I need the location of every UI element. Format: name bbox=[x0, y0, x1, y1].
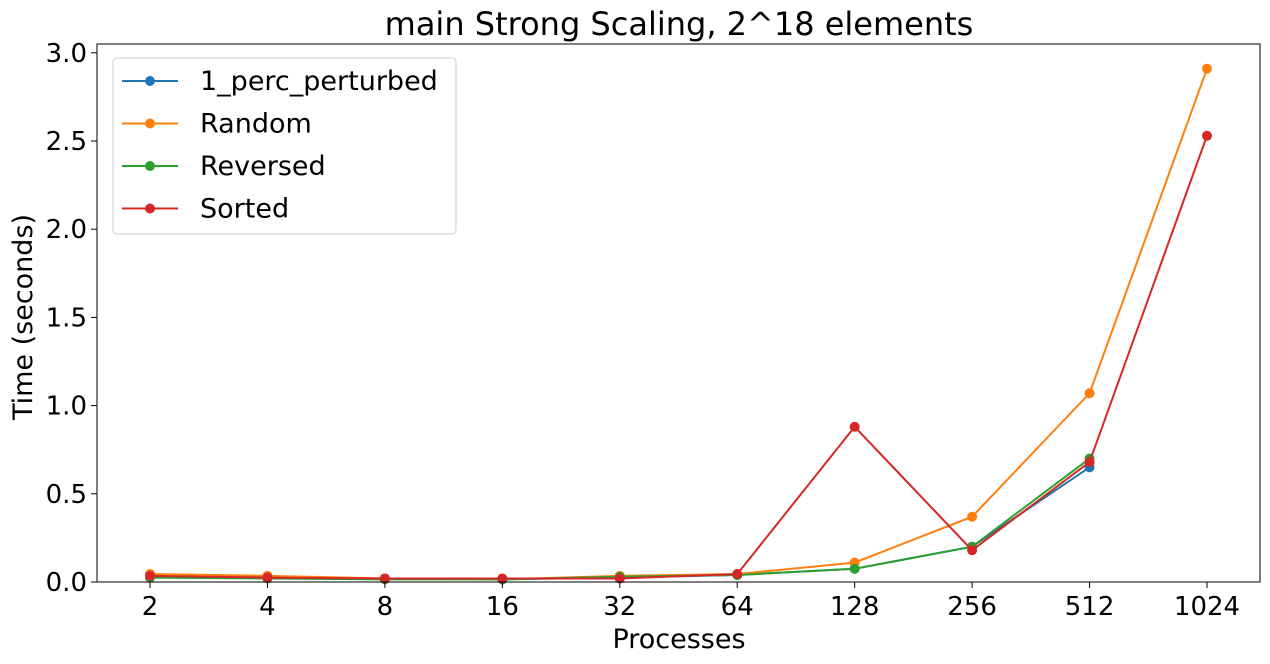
y-axis-label: Time (seconds) bbox=[8, 214, 39, 421]
data-point bbox=[967, 545, 978, 556]
legend-marker bbox=[145, 161, 155, 171]
series-reversed bbox=[145, 453, 1095, 585]
series-1-perc-perturbed bbox=[145, 462, 1095, 585]
y-tick-label: 0.0 bbox=[46, 568, 87, 598]
x-tick-label: 8 bbox=[377, 592, 394, 622]
data-point bbox=[497, 573, 508, 584]
series-sorted bbox=[145, 130, 1212, 584]
y-tick-label: 2.0 bbox=[46, 215, 87, 245]
series-line bbox=[149, 457, 1091, 581]
data-point bbox=[1084, 457, 1095, 468]
x-tick-label: 4 bbox=[259, 592, 276, 622]
data-point bbox=[1084, 388, 1095, 399]
x-tick-label: 16 bbox=[486, 592, 519, 622]
data-point bbox=[967, 511, 978, 522]
data-point bbox=[262, 572, 273, 583]
y-tick-label: 2.5 bbox=[46, 127, 87, 157]
data-point bbox=[1202, 130, 1212, 141]
series-line bbox=[149, 135, 1208, 580]
x-tick-label: 128 bbox=[830, 592, 880, 622]
x-tick-label: 256 bbox=[947, 592, 997, 622]
plot-marks bbox=[145, 63, 1212, 585]
legend: 1_perc_perturbed Random Reversed Sorted bbox=[112, 57, 457, 235]
y-tick-label: 3.0 bbox=[46, 39, 87, 69]
x-tick-label: 1024 bbox=[1174, 592, 1240, 622]
legend-box bbox=[112, 57, 457, 235]
legend-label: Reversed bbox=[200, 151, 326, 182]
y-tick-label: 1.5 bbox=[46, 303, 87, 333]
x-tick-label: 2 bbox=[142, 592, 159, 622]
data-point bbox=[145, 570, 155, 581]
data-point bbox=[849, 563, 860, 574]
y-tick-label: 1.0 bbox=[46, 392, 87, 422]
x-tick-label: 64 bbox=[721, 592, 754, 622]
plot-frame bbox=[96, 43, 1261, 583]
legend-marker bbox=[145, 203, 155, 214]
legend-label: 1_perc_perturbed bbox=[200, 66, 438, 97]
legend-label: Sorted bbox=[200, 194, 289, 225]
chart-title: main Strong Scaling, 2^18 elements bbox=[385, 5, 974, 43]
data-point bbox=[732, 569, 743, 580]
x-axis-label: Processes bbox=[612, 624, 745, 655]
legend-marker bbox=[145, 76, 155, 86]
axis-ticks: 2 4 8 16 32 64 128 256 512 1024 0.0 0.5 1.0 1.5 2.0 2.5… bbox=[46, 39, 1240, 622]
legend-marker bbox=[145, 118, 155, 129]
x-tick-label: 512 bbox=[1065, 592, 1115, 622]
y-tick-label: 0.5 bbox=[46, 480, 87, 510]
data-point bbox=[379, 573, 390, 584]
data-point bbox=[1202, 63, 1212, 74]
data-point bbox=[614, 573, 625, 584]
legend-label: Random bbox=[200, 109, 312, 140]
series-line bbox=[149, 466, 1091, 581]
data-point bbox=[849, 421, 860, 432]
x-tick-label: 32 bbox=[603, 592, 636, 622]
